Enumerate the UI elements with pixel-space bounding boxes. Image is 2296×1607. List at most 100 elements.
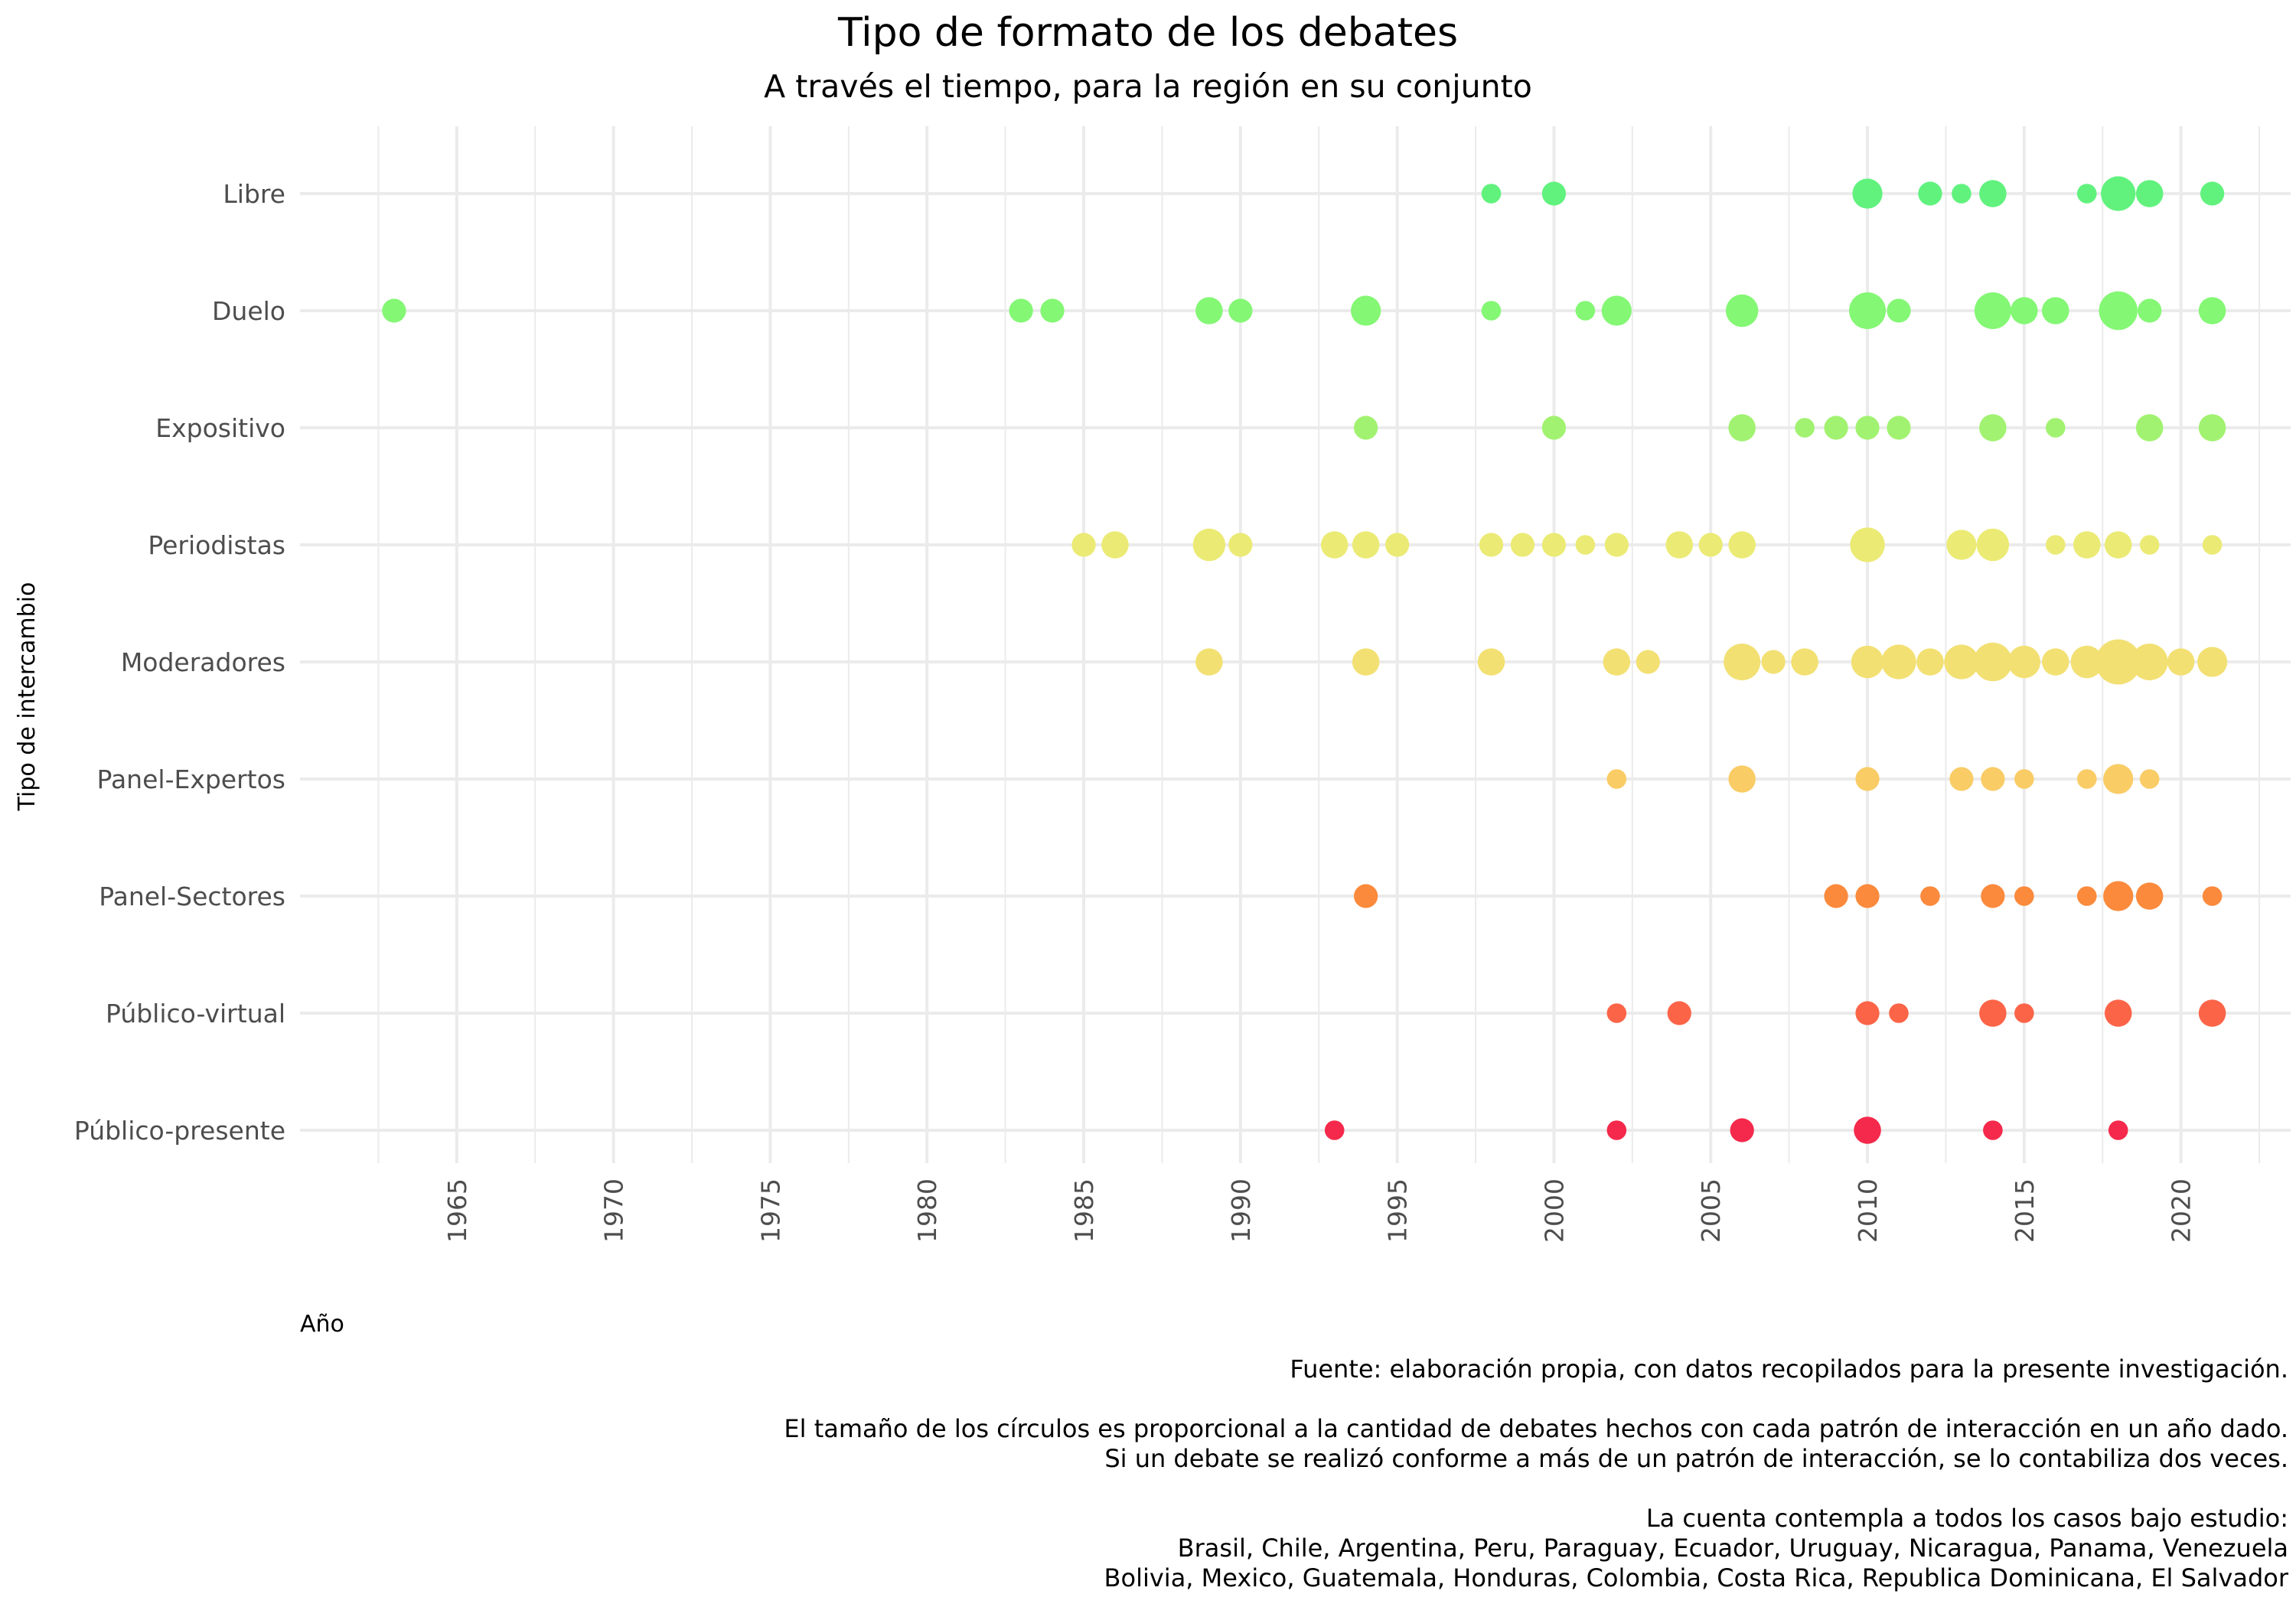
x-tick-label: 2020: [2167, 1178, 2197, 1243]
data-point: [1352, 648, 1380, 676]
data-point: [2070, 645, 2103, 679]
data-point: [1510, 533, 1535, 557]
data-point: [1976, 528, 2010, 562]
data-point: [1795, 418, 1815, 438]
data-point: [1761, 650, 1786, 674]
chart-title: Tipo de formato de los debates: [837, 10, 1458, 56]
data-point: [1575, 535, 1596, 555]
x-tick-label: 1985: [1069, 1178, 1099, 1243]
data-point: [1071, 533, 1096, 557]
y-tick-label: Público-presente: [74, 1116, 285, 1146]
data-point: [1479, 533, 1504, 557]
data-points: [382, 176, 2228, 1144]
data-point: [1481, 184, 1502, 204]
data-point: [1320, 531, 1349, 559]
data-point: [1665, 531, 1694, 559]
x-tick-label: 2010: [1853, 1178, 1883, 1243]
data-point: [1791, 648, 1818, 676]
data-point: [2202, 886, 2223, 906]
data-point: [1850, 527, 1885, 562]
data-point: [1481, 301, 1502, 321]
data-point: [1887, 416, 1911, 440]
data-point: [2104, 531, 2132, 559]
data-point: [1636, 650, 1660, 674]
data-point: [2095, 639, 2141, 685]
data-point: [1852, 178, 1883, 209]
data-point: [1192, 528, 1226, 562]
data-point: [2135, 180, 2164, 207]
data-point: [1981, 767, 2005, 791]
y-tick-label: Panel-Expertos: [97, 764, 285, 794]
caption-line: El tamaño de los círculos es proporciona…: [784, 1414, 2288, 1443]
y-tick-label: Panel-Sectores: [99, 882, 285, 911]
y-axis-label: Tipo de intercambio: [14, 582, 41, 812]
data-point: [2014, 886, 2034, 906]
data-point: [2076, 184, 2097, 204]
data-point: [2104, 999, 2132, 1027]
data-point: [1606, 1120, 1627, 1140]
data-point: [1855, 767, 1880, 791]
data-point: [1881, 644, 1916, 680]
data-point: [1724, 644, 1761, 680]
data-point: [1855, 884, 1880, 908]
data-point: [1541, 416, 1567, 440]
data-point: [2200, 181, 2225, 206]
data-point: [1952, 184, 1971, 204]
x-tick-label: 2015: [2010, 1178, 2040, 1243]
data-point: [1575, 301, 1596, 321]
data-point: [1101, 531, 1129, 559]
data-point: [1855, 416, 1880, 440]
x-tick-label: 1995: [1383, 1178, 1413, 1243]
caption: Fuente: elaboración propia, con datos re…: [784, 1354, 2288, 1592]
data-point: [2076, 886, 2097, 906]
data-point: [1040, 298, 1065, 323]
data-point: [2108, 1120, 2128, 1140]
caption-line: La cuenta contempla a todos los casos ba…: [1646, 1504, 2288, 1533]
data-point: [2202, 535, 2223, 555]
data-point: [1009, 298, 1033, 323]
data-point: [1851, 645, 1884, 679]
data-point: [2099, 291, 2138, 331]
data-point: [1944, 644, 1979, 680]
data-point: [2198, 297, 2226, 324]
data-point: [1981, 884, 2005, 908]
data-point: [2101, 176, 2136, 211]
x-tick-labels: 1965 1970 1975 1980 1985 1990 1995 2000 2005 2010…: [442, 1178, 2197, 1243]
data-point: [1385, 533, 1410, 557]
caption-line: Brasil, Chile, Argentina, Peru, Paraguay…: [1178, 1534, 2288, 1563]
data-point: [1351, 295, 1381, 326]
caption-line: Bolivia, Mexico, Guatemala, Honduras, Co…: [1104, 1563, 2289, 1592]
data-point: [1887, 298, 1911, 323]
data-point: [1854, 1116, 1881, 1144]
data-point: [1606, 1003, 1627, 1023]
data-point: [2167, 648, 2195, 676]
data-point: [1195, 648, 1223, 676]
data-point: [1354, 884, 1378, 908]
data-point: [2135, 414, 2164, 442]
data-point: [1920, 886, 1940, 906]
data-point: [1195, 297, 1223, 324]
x-tick-label: 1975: [755, 1178, 785, 1243]
data-point: [1698, 533, 1723, 557]
data-point: [2198, 999, 2226, 1027]
data-point: [1855, 1001, 1880, 1025]
y-tick-label: Libre: [223, 179, 285, 209]
data-point: [1979, 999, 2007, 1027]
data-point: [2045, 418, 2066, 438]
data-point: [2197, 647, 2228, 677]
y-tick-label: Expositivo: [155, 413, 285, 443]
x-tick-label: 2005: [1696, 1178, 1726, 1243]
data-point: [1354, 416, 1378, 440]
data-point: [1324, 1120, 1345, 1140]
data-point: [2103, 881, 2134, 911]
data-point: [1979, 414, 2007, 442]
data-point: [1849, 292, 1887, 329]
chart-subtitle: A través el tiempo, para la región en su…: [764, 68, 1532, 105]
data-point: [2011, 297, 2038, 324]
data-point: [2076, 769, 2097, 789]
x-tick-label: 2000: [1539, 1178, 1569, 1243]
data-point: [2138, 298, 2162, 323]
data-point: [2131, 644, 2168, 680]
data-point: [1973, 642, 2013, 682]
data-point: [1824, 884, 1848, 908]
